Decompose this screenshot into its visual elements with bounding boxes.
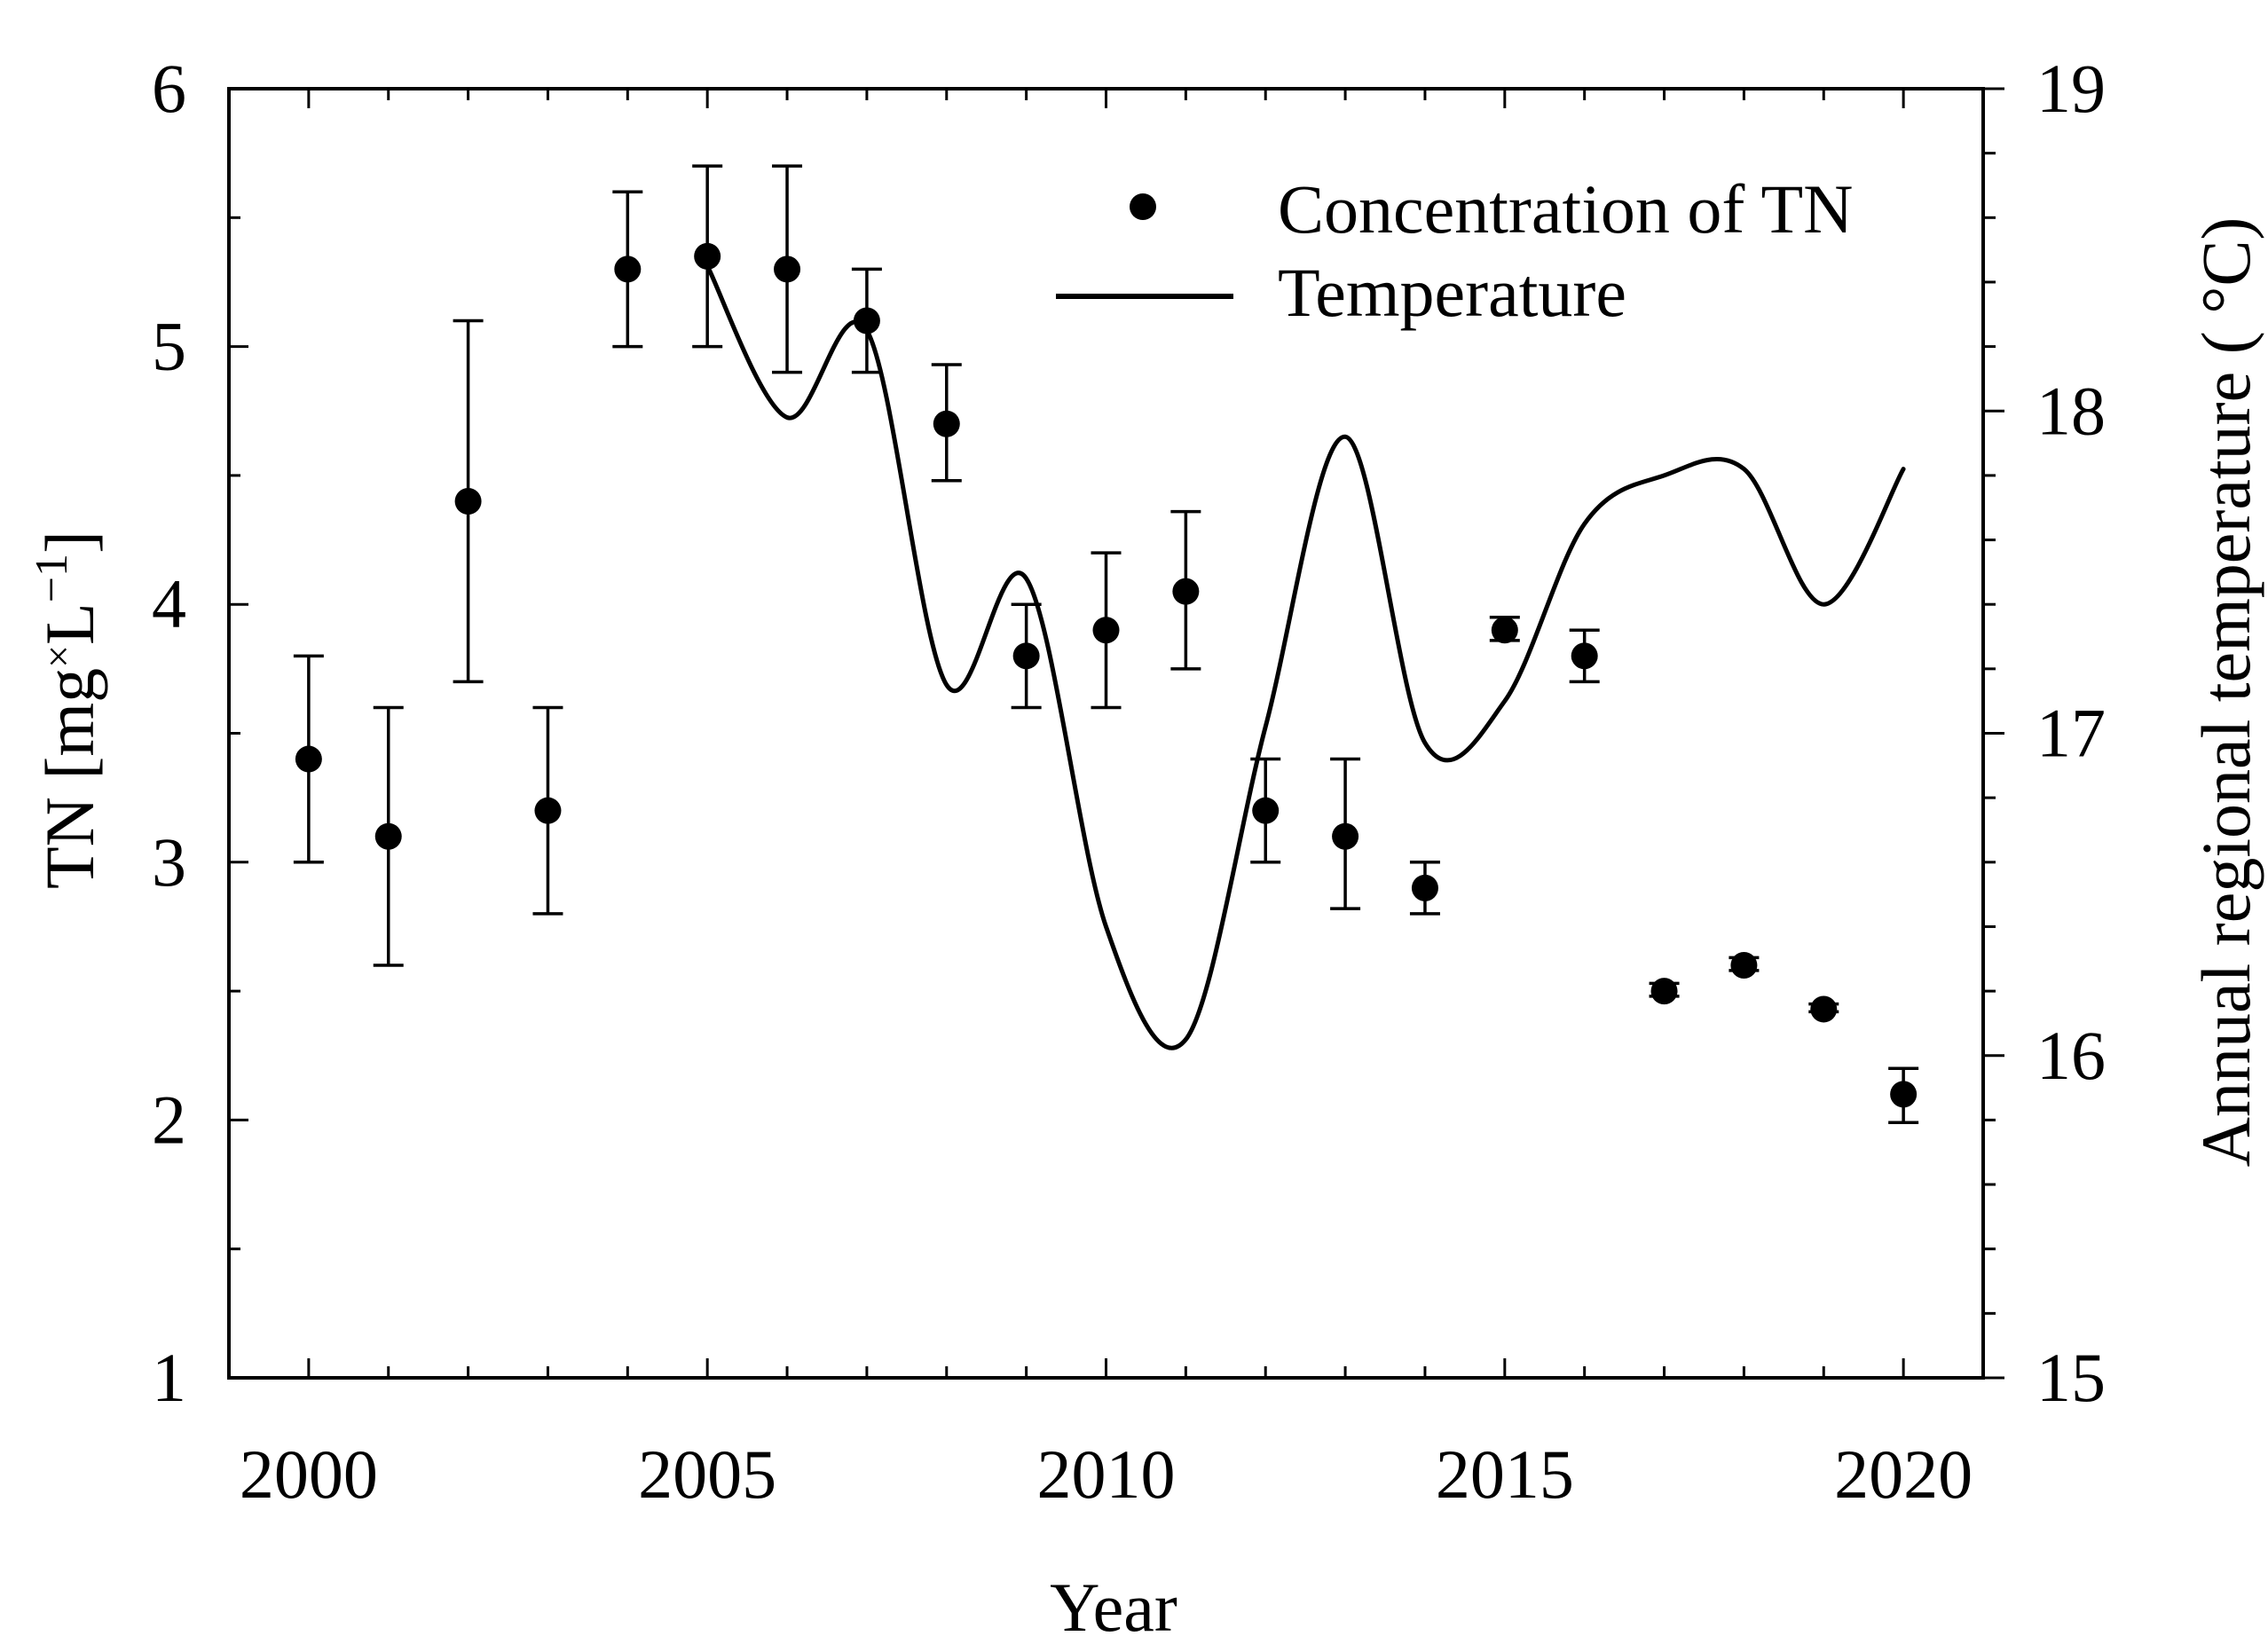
- y-axis-title-close: ]: [31, 531, 108, 554]
- y2-tick-label: 16: [2036, 1017, 2106, 1094]
- y-axis-title-sup: −1: [27, 554, 77, 602]
- y-tick-label: 6: [152, 50, 186, 127]
- tn-point: [1252, 797, 1280, 824]
- tn-point: [1571, 642, 1598, 670]
- tn-point: [1650, 978, 1678, 1005]
- tn-point: [1012, 642, 1040, 670]
- x-tick-label: 2010: [1037, 1436, 1176, 1513]
- x-tick-label: 2000: [240, 1436, 378, 1513]
- y2-tick-label: 17: [2036, 695, 2106, 772]
- y-axis-title-main: TN [mg: [31, 668, 108, 889]
- legend-label-tn: Concentration of TN: [1278, 170, 1853, 248]
- temperature-line: [705, 264, 1906, 1050]
- tn-point: [454, 487, 482, 515]
- tn-concentration-series: [293, 164, 1919, 1125]
- tn-point: [374, 822, 402, 850]
- x-axis-ticks: 2000 2005 2010 2015 2020: [227, 89, 1985, 1513]
- tn-point: [1491, 617, 1518, 644]
- legend-marker-tn: [1130, 193, 1156, 220]
- y2-axis-ticks: 15 16 17 18 19: [1983, 50, 2106, 1416]
- x-tick-label: 2020: [1834, 1436, 1973, 1513]
- y-axis-title-unit: L: [31, 602, 108, 645]
- y2-axis-title: Annual regional temperature ( °C): [2187, 217, 2264, 1168]
- tn-point: [1890, 1081, 1918, 1108]
- y-tick-label: 5: [152, 308, 186, 385]
- y-tick-label: 1: [152, 1339, 186, 1416]
- temperature-series: [705, 264, 1906, 1050]
- tn-point: [1810, 995, 1838, 1023]
- tn-point: [933, 410, 960, 437]
- y2-tick-label: 15: [2036, 1339, 2106, 1416]
- legend-label-temperature: Temperature: [1278, 254, 1626, 331]
- tn-point: [1332, 822, 1359, 850]
- y-axis-ticks: 1 2 3 4 5 6: [152, 50, 248, 1416]
- y-axis-title-dot: ×: [35, 645, 81, 668]
- legend: Concentration of TN Temperature: [1056, 170, 1853, 331]
- tn-point: [295, 745, 322, 773]
- plot-frame: [227, 87, 1985, 1380]
- tn-point: [853, 307, 880, 334]
- x-tick-label: 2015: [1436, 1436, 1574, 1513]
- y-axis-title: TN [mg×L−1]: [27, 531, 108, 889]
- y-tick-label: 4: [152, 565, 186, 642]
- plot-border: [227, 87, 1985, 1380]
- y-tick-label: 2: [152, 1081, 186, 1158]
- tn-point: [1092, 617, 1120, 644]
- y2-tick-label: 19: [2036, 50, 2106, 127]
- y2-tick-label: 18: [2036, 372, 2106, 449]
- tn-point: [694, 242, 721, 270]
- tn-point: [1411, 874, 1438, 901]
- tn-point: [1730, 952, 1758, 979]
- y-tick-label: 3: [152, 823, 186, 901]
- x-tick-label: 2005: [638, 1436, 776, 1513]
- tn-point: [534, 797, 562, 824]
- tn-point: [1172, 578, 1200, 605]
- x-axis-title: Year: [1050, 1569, 1177, 1644]
- tn-point: [614, 256, 642, 283]
- tn-point: [774, 256, 801, 283]
